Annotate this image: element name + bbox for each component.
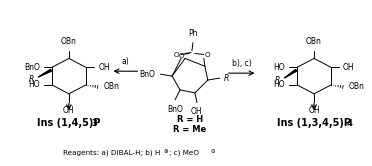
Text: R = H: R = H [177, 115, 203, 124]
Text: b), c): b), c) [232, 59, 251, 68]
Polygon shape [284, 69, 297, 78]
Text: Reagents: a) DIBAL-H; b) H: Reagents: a) DIBAL-H; b) H [63, 149, 160, 156]
Polygon shape [38, 69, 51, 77]
Text: BnO: BnO [167, 105, 183, 114]
Text: Ph: Ph [188, 29, 198, 38]
Text: Ins (1,3,4,5)P: Ins (1,3,4,5)P [277, 118, 351, 128]
Text: O: O [178, 53, 184, 59]
Text: a): a) [122, 57, 129, 66]
Text: 4: 4 [347, 119, 353, 128]
Text: HO: HO [274, 63, 285, 72]
Text: ⊖: ⊖ [211, 149, 215, 154]
Text: HO: HO [274, 81, 285, 89]
Text: Ins (1,4,5)P: Ins (1,4,5)P [37, 118, 101, 128]
Text: ⊕: ⊕ [163, 149, 168, 154]
Text: OH: OH [191, 107, 203, 116]
Text: R: R [275, 76, 280, 84]
Text: BnO: BnO [140, 70, 155, 79]
Text: OH: OH [63, 106, 75, 115]
Text: O: O [205, 52, 211, 58]
Text: OH: OH [99, 63, 110, 72]
Text: R: R [224, 74, 229, 83]
Text: OBn: OBn [104, 83, 119, 91]
Text: OBn: OBn [306, 37, 322, 46]
Text: OH: OH [343, 63, 355, 72]
Text: BnO: BnO [24, 63, 40, 72]
Text: R = Me: R = Me [173, 125, 206, 134]
Text: R: R [29, 75, 34, 83]
Text: OBn: OBn [61, 37, 77, 46]
Text: OBn: OBn [349, 83, 365, 91]
Text: 3: 3 [92, 119, 97, 128]
Text: OH: OH [308, 106, 320, 115]
Text: O: O [173, 52, 179, 58]
Text: ; c) MeO: ; c) MeO [169, 149, 199, 156]
Text: HO: HO [29, 81, 40, 89]
